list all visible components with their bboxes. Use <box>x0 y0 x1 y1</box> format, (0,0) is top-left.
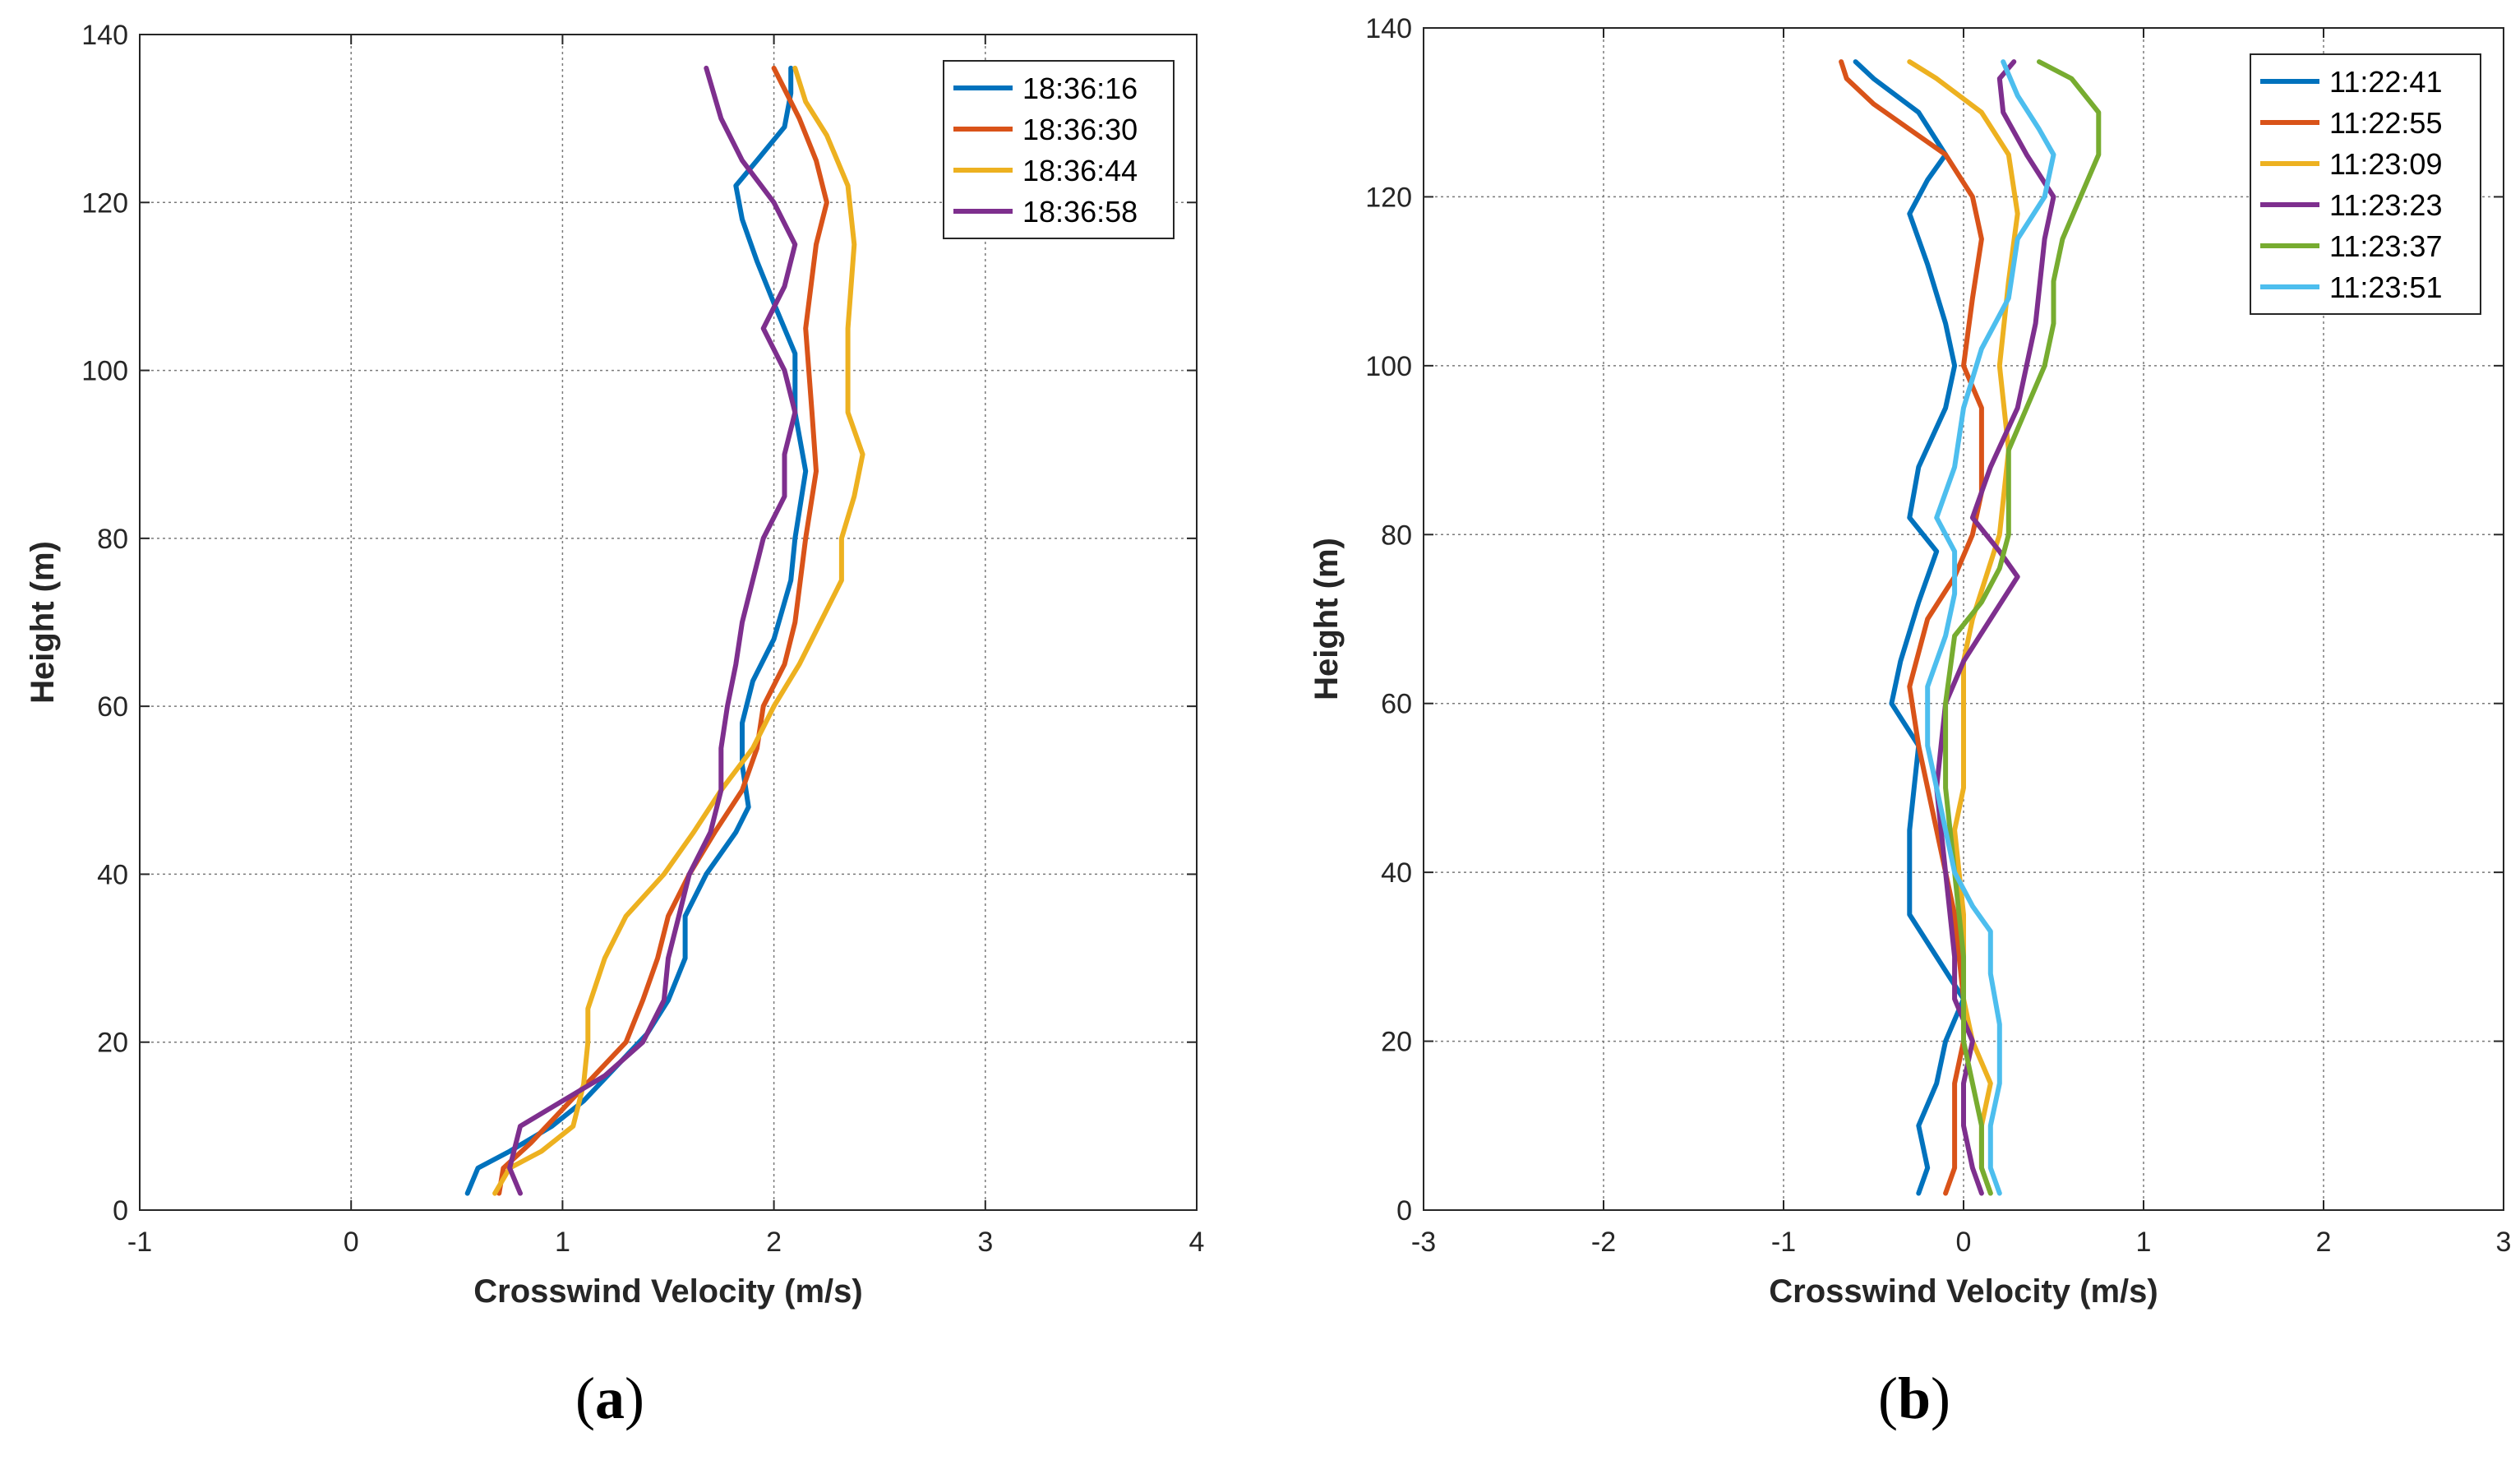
y-tick-label: 20 <box>1381 1027 1412 1058</box>
series-line-11-22-55 <box>1839 59 1984 1196</box>
x-tick-label: 2 <box>2316 1227 2332 1258</box>
legend-box <box>2250 53 2481 315</box>
series-line-18-36-58 <box>507 65 798 1196</box>
legend: 11:22:41 11:22:55 11:23:09 11:23:23 11:23:37… <box>2250 53 2481 315</box>
panel-label-b: (b) <box>1878 1365 1951 1431</box>
x-tick-label: 1 <box>555 1227 570 1258</box>
panel-label-a-letter: a <box>594 1365 625 1431</box>
x-tick-label: 3 <box>977 1227 993 1258</box>
y-tick-label: 80 <box>97 524 128 555</box>
y-tick-label: 40 <box>1381 857 1412 889</box>
y-tick-label: 0 <box>1396 1195 1412 1227</box>
legend-label: 18:36:58 <box>1022 195 1138 229</box>
legend-label: 11:22:41 <box>2329 65 2442 99</box>
x-tick-label: 0 <box>344 1227 359 1258</box>
series-line-11-23-51 <box>1925 59 2056 1196</box>
axes-box <box>139 34 1198 1211</box>
x-tick-label: -2 <box>1591 1227 1616 1258</box>
panel-label-b-letter: b <box>1897 1365 1932 1431</box>
x-tick-label: 1 <box>2136 1227 2152 1258</box>
panel-label-a: (a) <box>575 1365 644 1431</box>
chart-panel-b: -3 -2 -1 0 1 2 3 0 20 40 60 80 100 120 140 Crosswind Ve… <box>1308 13 2511 1310</box>
x-tick-label: 4 <box>1189 1227 1205 1258</box>
x-tick-label: -1 <box>127 1227 152 1258</box>
x-axis-label: Crosswind Velocity (m/s) <box>1769 1273 2158 1310</box>
series-line-18-36-44 <box>492 65 865 1196</box>
y-tick-label: 140 <box>81 20 128 51</box>
y-tick-label: 100 <box>81 356 128 387</box>
y-tick-label: 0 <box>113 1195 128 1227</box>
legend-label: 18:36:44 <box>1022 154 1138 187</box>
y-tick-label: 80 <box>1381 520 1412 551</box>
legend-label: 11:23:51 <box>2329 270 2442 304</box>
x-tick-label: 2 <box>766 1227 782 1258</box>
x-tick-label: 3 <box>2496 1227 2512 1258</box>
x-tick-label: -1 <box>1771 1227 1796 1258</box>
x-tick-label: 0 <box>1956 1227 1972 1258</box>
y-tick-label: 20 <box>97 1028 128 1059</box>
legend-label: 11:22:55 <box>2329 106 2442 140</box>
series-line-11-22-41 <box>1853 59 1966 1196</box>
legend-label: 11:23:23 <box>2329 188 2442 222</box>
y-tick-label: 100 <box>1365 351 1412 382</box>
y-axis-label: Height (m) <box>25 541 61 704</box>
y-axis-label: Height (m) <box>1308 538 1345 700</box>
series-line-11-23-37 <box>1943 59 2102 1196</box>
legend-label: 11:23:09 <box>2329 147 2442 181</box>
y-tick-label: 120 <box>81 187 128 219</box>
series-line-11-23-23 <box>1934 59 2056 1196</box>
legend-label: 18:36:30 <box>1022 113 1138 146</box>
series-line-18-36-30 <box>496 65 829 1196</box>
x-axis-label: Crosswind Velocity (m/s) <box>473 1273 862 1310</box>
y-tick-label: 60 <box>1381 689 1412 720</box>
y-tick-label: 140 <box>1365 13 1412 44</box>
legend-label: 11:23:37 <box>2329 229 2442 263</box>
legend-label: 18:36:16 <box>1022 72 1138 105</box>
y-tick-label: 120 <box>1365 182 1412 213</box>
y-tick-label: 60 <box>97 691 128 723</box>
x-tick-label: -3 <box>1411 1227 1436 1258</box>
y-tick-label: 40 <box>97 859 128 890</box>
legend: 18:36:16 18:36:30 18:36:44 18:36:58 <box>943 60 1175 239</box>
